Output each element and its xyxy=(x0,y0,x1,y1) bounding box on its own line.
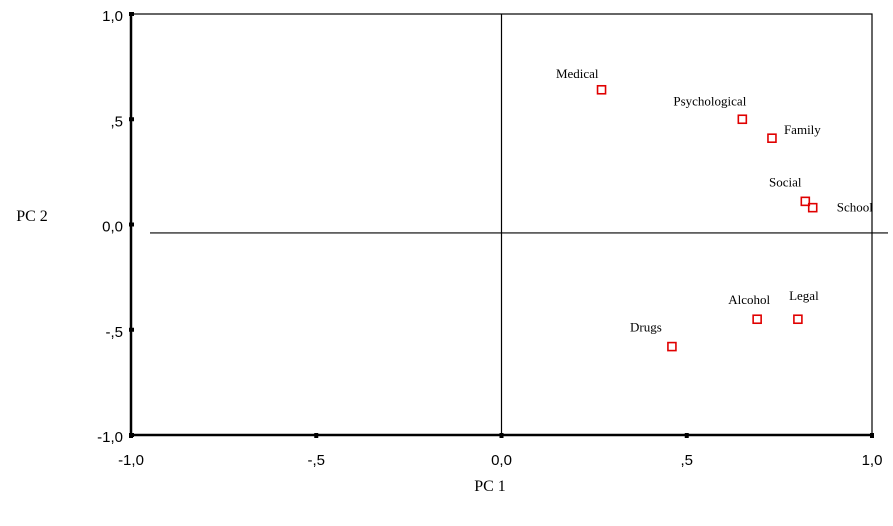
data-point-label: Psychological xyxy=(673,93,746,108)
x-tick-label: -1,0 xyxy=(118,452,144,469)
data-point-label: Legal xyxy=(789,288,819,303)
data-point-marker xyxy=(807,202,818,213)
data-point-marker xyxy=(667,341,677,352)
data-point-label: Family xyxy=(784,122,821,137)
data-point-marker xyxy=(793,314,803,325)
y-tick-mark xyxy=(129,117,134,122)
y-tick-mark xyxy=(129,433,134,437)
y-tick-label: 1,0 xyxy=(102,8,123,25)
x-tick-mark xyxy=(314,433,319,438)
x-tick-mark xyxy=(684,433,689,438)
x-tick-mark xyxy=(870,433,874,438)
x-tick-label: -,5 xyxy=(307,452,325,469)
data-point-label: Alcohol xyxy=(728,292,770,307)
y-tick-label: -,5 xyxy=(105,324,123,341)
x-tick-label: ,5 xyxy=(680,452,693,469)
x-tick-label: 0,0 xyxy=(491,452,512,469)
data-point-marker xyxy=(800,196,811,207)
data-point-label: School xyxy=(837,200,874,215)
y-tick-mark xyxy=(129,222,134,227)
data-points: Medical Psychological Family Social School Al… xyxy=(556,66,874,352)
x-tick-label: 1,0 xyxy=(862,452,883,469)
y-tick-label: -1,0 xyxy=(97,429,123,446)
data-point-marker xyxy=(737,114,748,125)
data-point-label: Medical xyxy=(556,66,599,81)
y-tick-label: 0,0 xyxy=(102,219,123,236)
y-tick-label: ,5 xyxy=(110,113,123,130)
data-point-marker xyxy=(767,133,777,143)
data-point-label: Drugs xyxy=(630,320,662,335)
y-axis-ticks: -1,0 -,5 0,0 ,5 1,0 xyxy=(97,8,134,446)
x-axis-title: PC 1 xyxy=(474,478,506,495)
y-axis-title: PC 2 xyxy=(16,208,48,225)
y-tick-mark xyxy=(129,12,134,16)
data-point-marker xyxy=(752,314,762,325)
x-tick-mark xyxy=(499,433,504,438)
data-point-label: Social xyxy=(769,174,802,189)
x-axis-ticks: -1,0 -,5 0,0 ,5 1,0 xyxy=(118,433,882,469)
data-point-marker xyxy=(596,84,607,95)
y-tick-mark xyxy=(129,327,134,332)
